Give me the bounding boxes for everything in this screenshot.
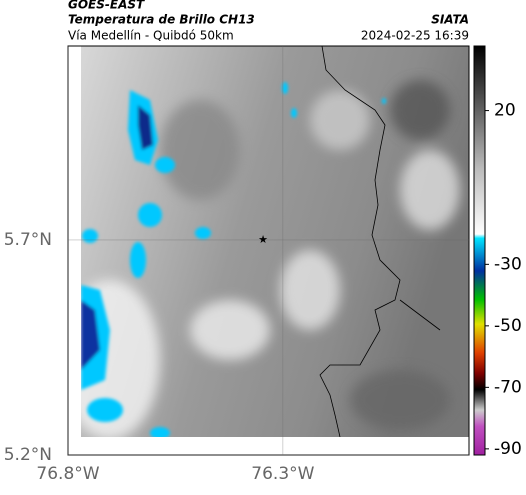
colorbar-tick-label: 20 (494, 101, 516, 121)
y-tick-label: 5.7°N (4, 230, 52, 250)
satellite-image (81, 46, 469, 437)
colorbar (473, 45, 486, 456)
colorbar-tick-label: -70 (494, 377, 522, 397)
datetime: 2024-02-25 16:39 (361, 29, 469, 43)
y-tick-label: 5.2°N (4, 445, 52, 465)
location-marker: ★ (258, 233, 268, 246)
colorbar-tick-label: -30 (494, 254, 522, 274)
colorbar-tick-label: -50 (494, 316, 522, 336)
subtitle: Temperatura de Brillo CH13 (68, 13, 255, 27)
title: GOES-EAST (68, 0, 145, 12)
location: Vía Medellín - Quibdó 50km (68, 29, 234, 43)
source: SIATA (431, 13, 469, 27)
graticule (67, 46, 469, 456)
colorbar-tick-label: -90 (494, 439, 522, 459)
x-tick-label: 76.8°W (36, 464, 99, 484)
x-tick-label: 76.3°W (251, 464, 314, 484)
